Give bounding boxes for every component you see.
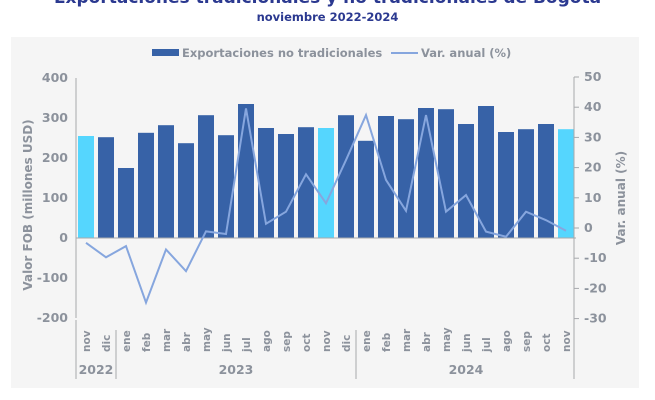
bar-1 xyxy=(98,137,114,238)
right-tick-label: 20 xyxy=(584,160,602,175)
left-tick-label: 400 xyxy=(42,70,68,85)
bar-7 xyxy=(218,135,234,238)
x-tick-label: sep xyxy=(521,331,533,352)
x-tick-label: mar xyxy=(401,328,413,352)
x-tick-label: jun xyxy=(461,333,473,353)
bar-13 xyxy=(338,115,354,238)
left-tick-label: -100 xyxy=(37,270,69,285)
left-tick-label: 200 xyxy=(42,150,68,165)
year-label: 2022 xyxy=(79,362,114,377)
legend-label-line: Var. anual (%) xyxy=(421,46,511,60)
left-tick-label: 300 xyxy=(42,110,68,125)
bar-16 xyxy=(398,119,414,238)
bar-5 xyxy=(178,143,194,238)
bar-21 xyxy=(498,132,514,238)
chart-subtitle: noviembre 2022-2024 xyxy=(256,10,399,24)
x-tick-label: dic xyxy=(341,335,353,352)
x-tick-label: mar xyxy=(161,328,173,352)
x-tick-label: feb xyxy=(381,332,393,352)
x-tick-label: ago xyxy=(501,330,513,352)
bar-18 xyxy=(438,109,454,238)
bar-2 xyxy=(118,168,134,238)
x-tick-label: sep xyxy=(281,331,293,352)
bar-23 xyxy=(538,124,554,238)
x-tick-label: jul xyxy=(241,337,253,353)
right-axis-title: Var. anual (%) xyxy=(614,151,628,245)
bar-22 xyxy=(518,129,534,238)
bar-3 xyxy=(138,132,154,238)
right-tick-label: 40 xyxy=(584,99,602,114)
x-tick-label: oct xyxy=(541,334,553,352)
x-tick-label: abr xyxy=(421,331,433,352)
year-label: 2023 xyxy=(219,362,254,377)
left-tick-label: 100 xyxy=(42,190,68,205)
x-tick-label: jul xyxy=(481,337,493,353)
x-tick-label: abr xyxy=(181,331,193,352)
x-tick-label: ene xyxy=(121,330,133,352)
bar-10 xyxy=(278,134,294,238)
bar-8 xyxy=(238,104,254,238)
right-tick-label: -10 xyxy=(584,250,607,265)
chart-title: Exportaciones tradicionales y no tradici… xyxy=(0,0,655,8)
right-tick-label: 10 xyxy=(584,190,602,205)
right-tick-label: 30 xyxy=(584,129,602,144)
x-tick-label: nov xyxy=(81,330,93,352)
bar-17 xyxy=(418,108,434,238)
x-tick-label: dic xyxy=(101,335,113,352)
x-tick-label: may xyxy=(201,327,213,352)
x-tick-label: oct xyxy=(301,334,313,352)
bar-4 xyxy=(158,125,174,238)
bar-12 xyxy=(318,128,334,238)
left-tick-label: -200 xyxy=(37,310,69,325)
right-tick-label: 50 xyxy=(584,69,602,84)
bar-14 xyxy=(358,140,374,238)
bar-9 xyxy=(258,128,274,238)
x-tick-label: jun xyxy=(221,333,233,353)
x-tick-label: may xyxy=(441,327,453,352)
legend-swatch-bars xyxy=(152,49,179,56)
legend-label-bars: Exportaciones no tradicionales xyxy=(182,46,382,60)
bar-24 xyxy=(558,129,574,238)
year-label: 2024 xyxy=(449,362,484,377)
right-tick-label: -30 xyxy=(584,311,607,326)
right-tick-label: 0 xyxy=(584,220,593,235)
x-tick-label: nov xyxy=(321,330,333,352)
x-tick-label: nov xyxy=(561,330,573,352)
x-tick-label: feb xyxy=(141,332,153,352)
left-axis-title: Valor FOB (millones USD) xyxy=(21,119,35,290)
x-tick-label: ene xyxy=(361,330,373,352)
bar-0 xyxy=(78,136,94,238)
bar-19 xyxy=(458,124,474,238)
left-tick-label: 0 xyxy=(59,230,68,245)
x-tick-label: ago xyxy=(261,330,273,352)
bar-20 xyxy=(478,106,494,238)
bar-11 xyxy=(298,127,314,238)
right-tick-label: -20 xyxy=(584,280,607,295)
bar-6 xyxy=(198,115,214,238)
